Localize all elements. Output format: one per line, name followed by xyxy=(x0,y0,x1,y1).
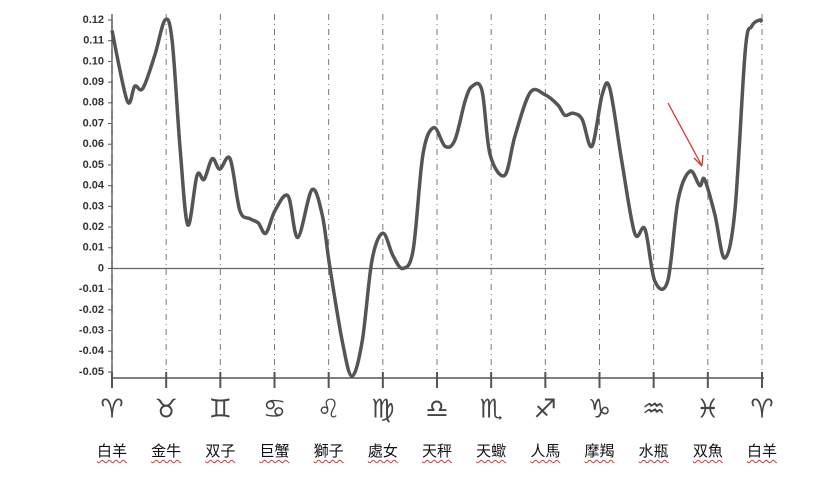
zodiac-symbol: ♉ xyxy=(155,395,178,425)
y-tick-label: 0.02 xyxy=(83,221,104,233)
y-tick-label: -0.01 xyxy=(79,283,104,295)
y-tick-label: -0.05 xyxy=(79,366,104,378)
x-tick-label: 金牛 xyxy=(151,442,182,460)
x-tick-label: 天秤 xyxy=(421,442,453,460)
y-tick-label: 0.01 xyxy=(83,242,104,254)
zodiac-symbol: ♍ xyxy=(371,395,394,425)
zodiac-symbol: ♓ xyxy=(696,395,719,425)
zodiac-symbol: ♒ xyxy=(642,395,665,425)
zodiac-symbol: ♐ xyxy=(534,395,557,425)
zodiac-symbol: ♑ xyxy=(588,395,611,425)
y-tick-label: 0.12 xyxy=(83,14,104,26)
y-tick-label: 0.11 xyxy=(83,35,104,47)
x-tick-label: 白羊 xyxy=(746,442,778,460)
y-tick-label: 0.10 xyxy=(83,55,104,67)
arrow-head xyxy=(693,154,704,167)
x-tick-label: 獅子 xyxy=(313,442,344,460)
y-tick-label: 0.05 xyxy=(83,159,104,171)
y-tick-label: 0.08 xyxy=(83,97,104,109)
zodiac-symbol: ♋ xyxy=(263,395,286,425)
y-tick-label: -0.03 xyxy=(79,324,104,336)
y-tick-label: -0.04 xyxy=(79,345,105,357)
zodiac-symbol: ♊ xyxy=(209,395,232,425)
x-tick-label: 水瓶 xyxy=(638,442,669,460)
x-tick-label: 双子 xyxy=(205,442,236,460)
zodiac-symbol: ♎ xyxy=(425,395,448,425)
x-tick-label: 巨蟹 xyxy=(259,442,290,460)
y-tick-label: 0.04 xyxy=(83,180,105,192)
y-tick-label: -0.02 xyxy=(79,304,104,316)
zodiac-symbol: ♏ xyxy=(480,395,503,425)
annotation-arrow xyxy=(667,102,703,167)
y-tick-label: 0.09 xyxy=(83,76,104,88)
zodiac-symbol: ♈ xyxy=(100,395,123,425)
x-tick-label: 摩羯 xyxy=(584,442,615,460)
x-tick-label: 天蠍 xyxy=(476,442,507,460)
data-line xyxy=(110,17,764,378)
zodiac-symbol: ♈ xyxy=(750,395,773,425)
y-tick-label: 0.03 xyxy=(83,200,104,212)
y-tick-label: 0 xyxy=(98,262,104,274)
zodiac-symbol: ♌ xyxy=(317,395,340,425)
x-tick-label: 双魚 xyxy=(692,442,723,460)
x-tick-label: 處女 xyxy=(367,442,398,460)
y-tick-label: 0.07 xyxy=(83,117,104,129)
x-tick-label: 人馬 xyxy=(530,442,561,460)
y-tick-label: 0.06 xyxy=(83,138,104,150)
x-tick-label: 白羊 xyxy=(96,442,128,460)
